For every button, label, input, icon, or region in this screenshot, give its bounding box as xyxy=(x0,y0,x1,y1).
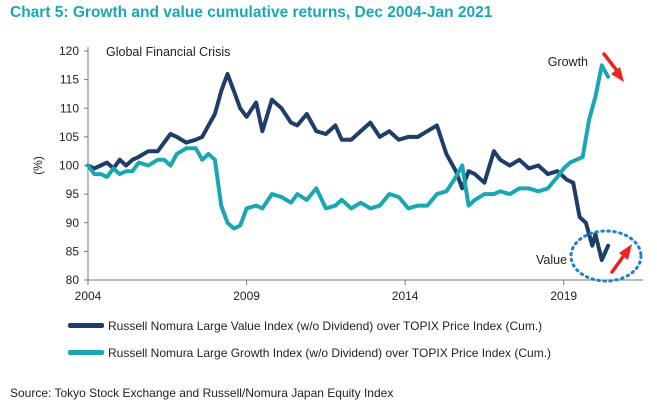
y-tick-label: 80 xyxy=(66,273,80,287)
x-tick-label: 2019 xyxy=(550,289,577,303)
legend-swatch-growth xyxy=(68,350,104,356)
annotation-global-financial-crisis: Global Financial Crisis xyxy=(106,45,230,59)
y-tick-label: 115 xyxy=(60,73,79,87)
highlight-circle xyxy=(569,229,643,283)
arrow-down-head xyxy=(611,67,624,82)
y-axis-label: (%) xyxy=(31,156,45,175)
y-tick-label: 105 xyxy=(59,130,79,144)
legend-item-value: Russell Nomura Large Value Index (w/o Di… xyxy=(68,318,542,333)
y-tick-label: 85 xyxy=(66,244,80,258)
annotation-value: Value xyxy=(536,253,567,267)
legend-swatch-value xyxy=(68,323,104,329)
annotation-growth: Growth xyxy=(548,55,588,69)
arrow-up-head xyxy=(619,244,632,260)
x-tick-label: 2004 xyxy=(75,289,102,303)
x-tick-label: 2009 xyxy=(233,289,260,303)
y-tick-label: 120 xyxy=(59,44,79,58)
y-tick-label: 110 xyxy=(60,101,79,115)
y-tick-label: 100 xyxy=(59,159,79,173)
y-tick-label: 90 xyxy=(66,216,80,230)
series-line-growth xyxy=(86,63,611,231)
legend-label-growth: Russell Nomura Large Growth Index (w/o D… xyxy=(108,345,552,360)
series-line-value xyxy=(86,71,611,262)
arrow-down-shaft xyxy=(602,52,620,74)
chart-title: Chart 5: Growth and value cumulative ret… xyxy=(10,4,493,21)
y-tick-label: 95 xyxy=(66,187,80,201)
legend-label-value: Russell Nomura Large Value Index (w/o Di… xyxy=(108,318,543,333)
x-tick-label: 2014 xyxy=(392,289,419,303)
arrow-up-shaft xyxy=(610,252,627,274)
source-note: Source: Tokyo Stock Exchange and Russell… xyxy=(10,386,394,400)
legend-item-growth: Russell Nomura Large Growth Index (w/o D… xyxy=(68,345,551,360)
